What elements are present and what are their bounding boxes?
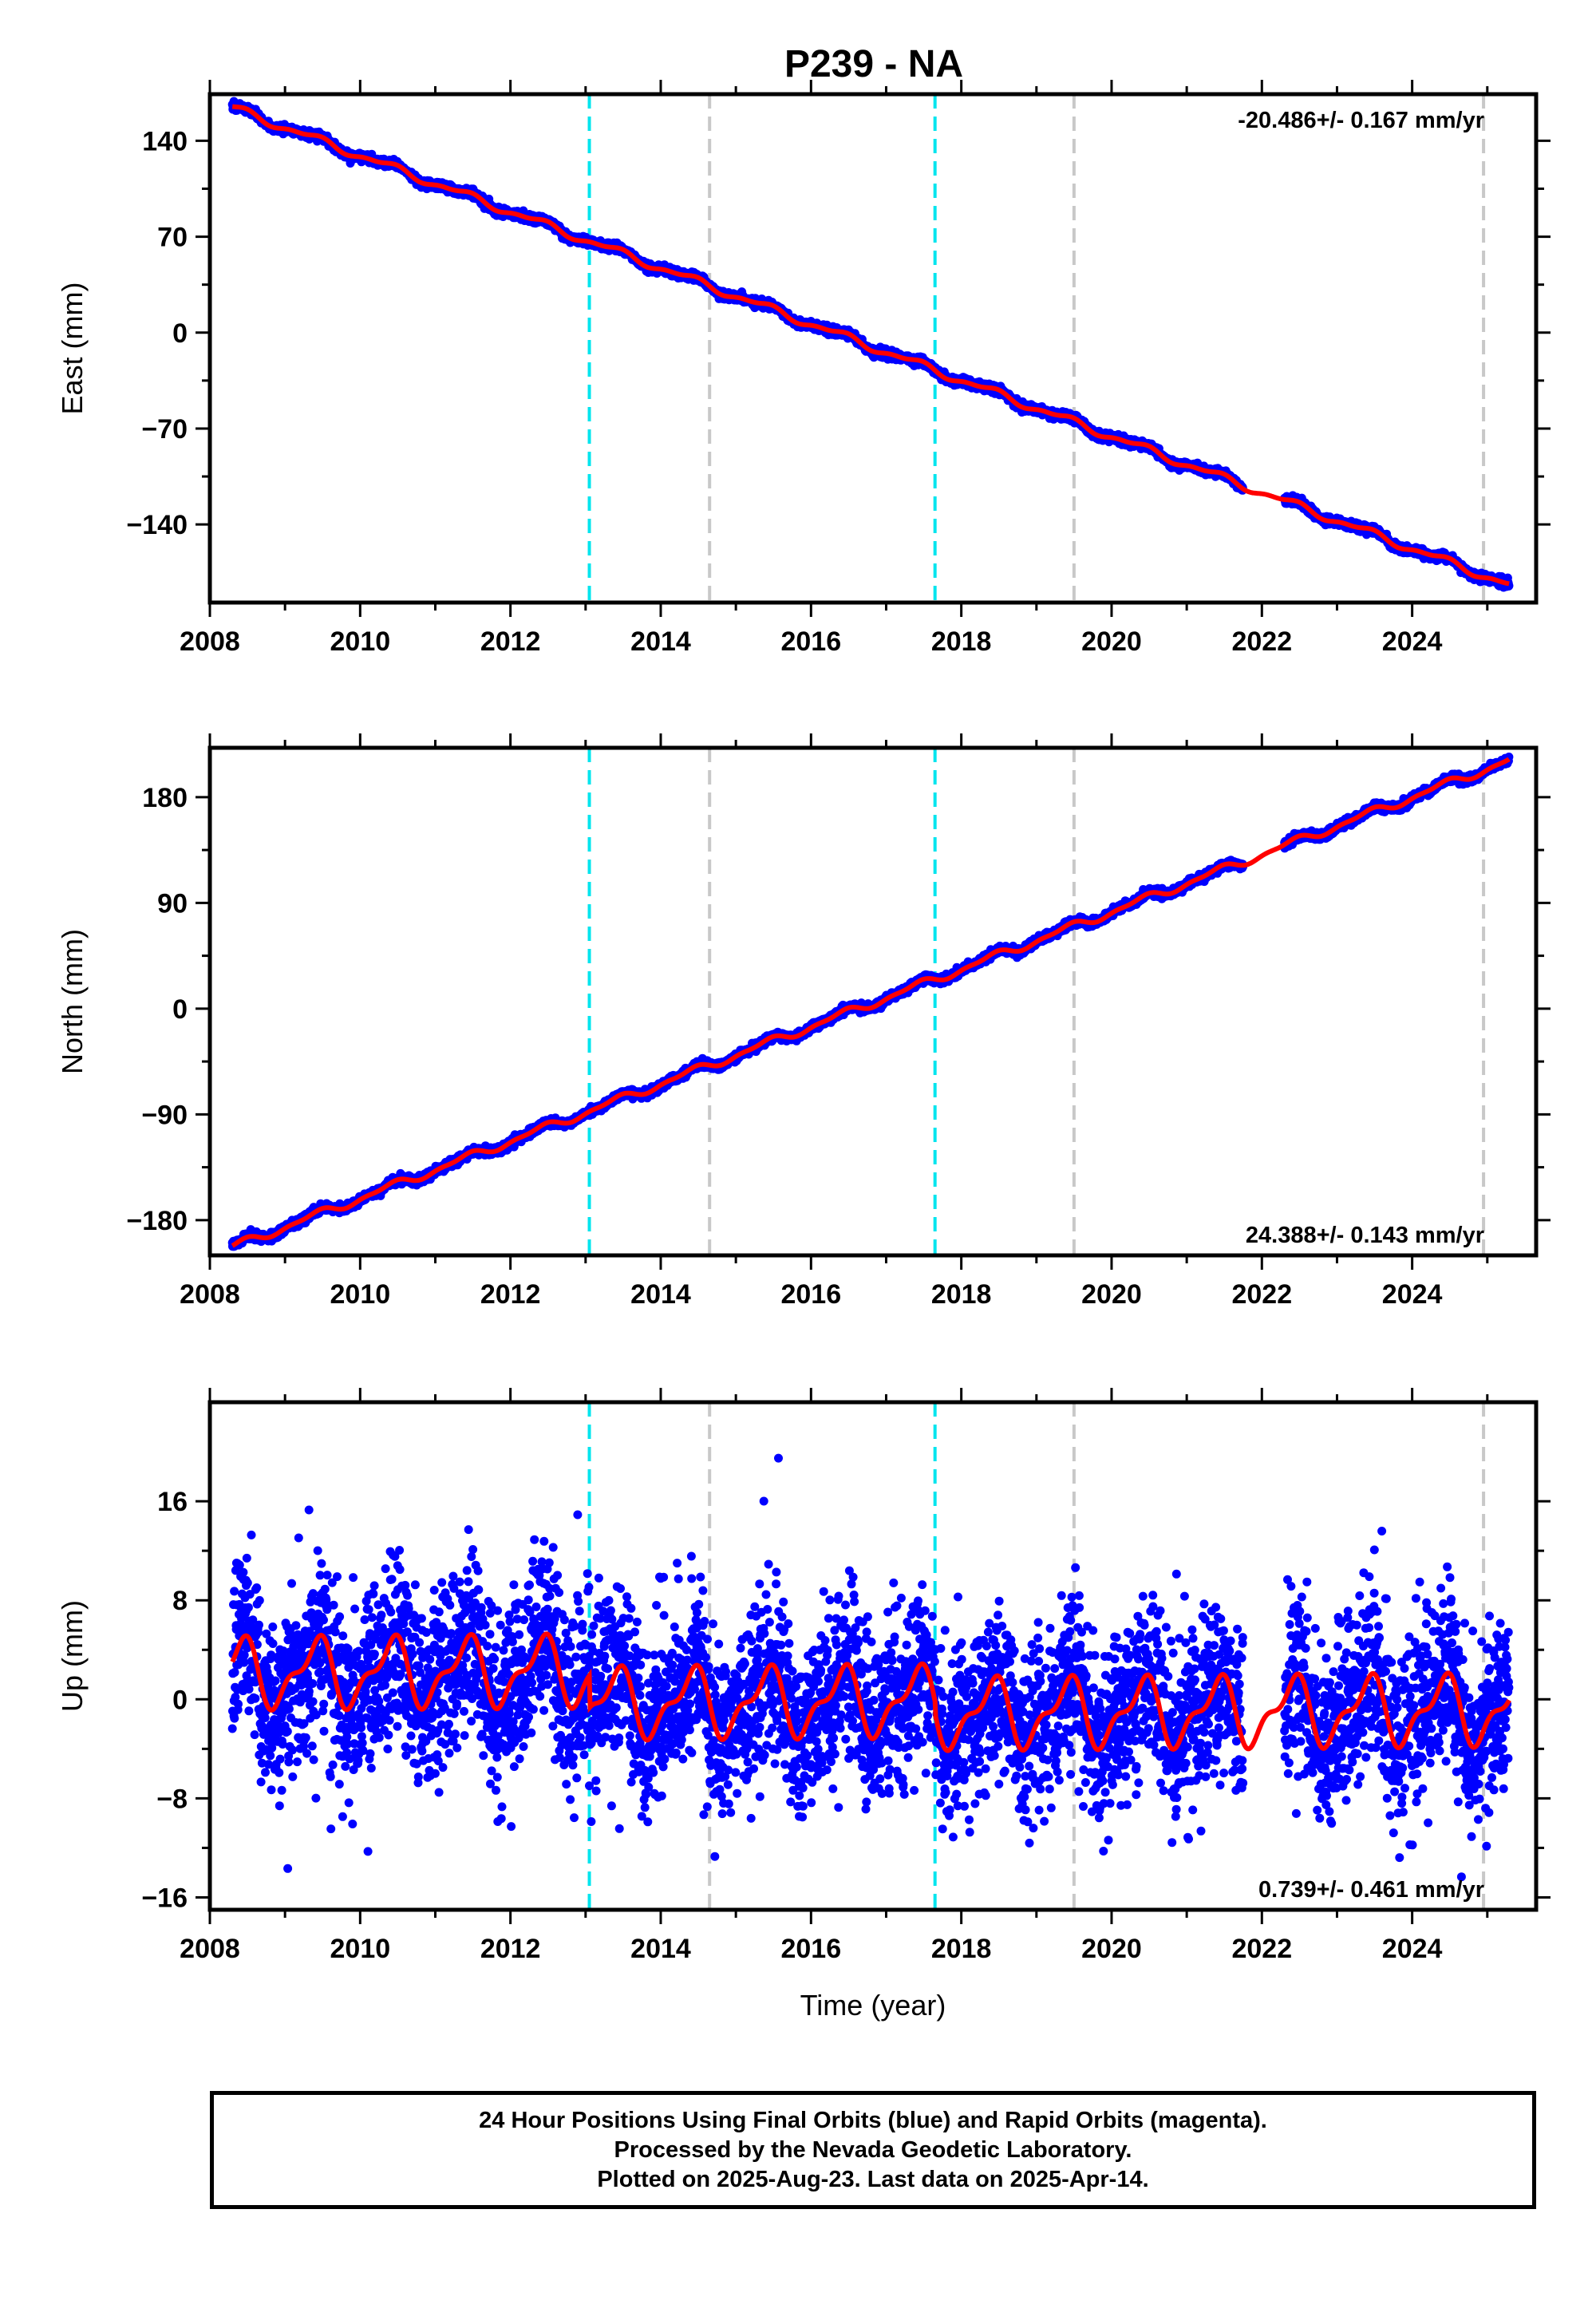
east-event-lines <box>587 94 1486 603</box>
east-panel: 2008 2010 2012 2014 2016 2018 2020 2022 20241407… <box>56 80 1551 657</box>
chart-title: P239 - NA <box>784 43 963 85</box>
